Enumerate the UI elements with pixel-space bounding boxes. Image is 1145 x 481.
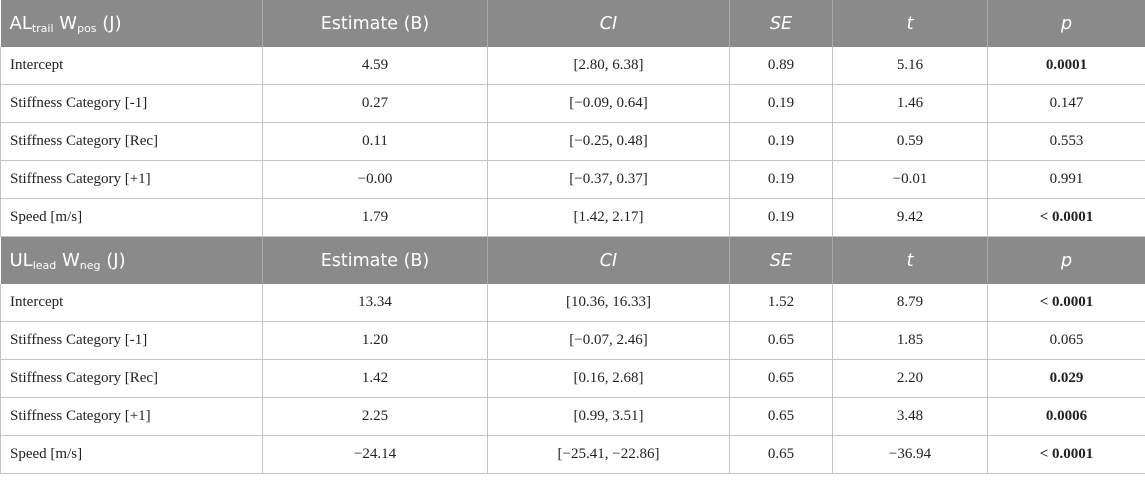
cell-se: 0.19 [729, 160, 833, 199]
row-label: Speed [m/s] [0, 198, 263, 237]
row-label: Stiffness Category [-1] [0, 84, 263, 123]
table-header-row: ULlead Wneg (J) Estimate (B) CI SE t p [0, 236, 1145, 284]
column-header-estimate: Estimate (B) [262, 236, 488, 284]
cell-t: −0.01 [832, 160, 988, 199]
cell-ci: [0.99, 3.51] [487, 397, 730, 436]
section-title-w: W [61, 250, 80, 271]
cell-t: 9.42 [832, 198, 988, 237]
cell-t: 3.48 [832, 397, 988, 436]
cell-t: −36.94 [832, 435, 988, 474]
cell-t: 1.85 [832, 321, 988, 360]
cell-ci: [10.36, 16.33] [487, 284, 730, 322]
cell-p: 0.553 [987, 122, 1145, 161]
cell-ci: [−0.07, 2.46] [487, 321, 730, 360]
cell-ci: [−0.09, 0.64] [487, 84, 730, 123]
cell-p: 0.147 [987, 84, 1145, 123]
cell-p: < 0.0001 [987, 284, 1145, 322]
table-row: Stiffness Category [-1] 0.27 [−0.09, 0.64]… [0, 84, 1145, 123]
row-label: Stiffness Category [+1] [0, 160, 263, 199]
row-label: Intercept [0, 284, 263, 322]
cell-se: 0.19 [729, 198, 833, 237]
cell-ci: [0.16, 2.68] [487, 359, 730, 398]
cell-ci: [2.80, 6.38] [487, 47, 730, 85]
row-label: Intercept [0, 47, 263, 85]
cell-p: 0.065 [987, 321, 1145, 360]
section-title-w-sub: pos [77, 22, 97, 35]
column-header-p: p [987, 236, 1145, 284]
cell-t: 1.46 [832, 84, 988, 123]
cell-se: 0.65 [729, 397, 833, 436]
row-label: Stiffness Category [-1] [0, 321, 263, 360]
cell-estimate: 1.20 [262, 321, 488, 360]
section-title-var-sub: trail [31, 22, 54, 35]
cell-t: 8.79 [832, 284, 988, 322]
cell-se: 0.19 [729, 84, 833, 123]
column-header-t: t [832, 0, 988, 47]
table-row: Stiffness Category [+1] 2.25 [0.99, 3.51] 0… [0, 397, 1145, 436]
cell-p: < 0.0001 [987, 435, 1145, 474]
cell-p: 0.029 [987, 359, 1145, 398]
table-row: Stiffness Category [-1] 1.20 [−0.07, 2.46]… [0, 321, 1145, 360]
column-header-p: p [987, 0, 1145, 47]
cell-p: < 0.0001 [987, 198, 1145, 237]
cell-t: 5.16 [832, 47, 988, 85]
cell-ci: [−0.25, 0.48] [487, 122, 730, 161]
cell-p: 0.991 [987, 160, 1145, 199]
row-label: Stiffness Category [Rec] [0, 122, 263, 161]
cell-estimate: 1.42 [262, 359, 488, 398]
cell-estimate: 2.25 [262, 397, 488, 436]
section-title-var: AL [9, 13, 32, 34]
cell-estimate: 1.79 [262, 198, 488, 237]
cell-se: 1.52 [729, 284, 833, 322]
cell-estimate: 4.59 [262, 47, 488, 85]
column-header-ci: CI [487, 0, 730, 47]
cell-estimate: −24.14 [262, 435, 488, 474]
cell-estimate: 13.34 [262, 284, 488, 322]
cell-se: 0.65 [729, 321, 833, 360]
cell-se: 0.19 [729, 122, 833, 161]
table-header-row: ALtrail Wpos (J) Estimate (B) CI SE t p [0, 0, 1145, 47]
cell-ci: [1.42, 2.17] [487, 198, 730, 237]
section-title-var-sub: lead [32, 259, 57, 272]
cell-ci: [−25.41, −22.86] [487, 435, 730, 474]
cell-estimate: −0.00 [262, 160, 488, 199]
column-header-estimate: Estimate (B) [262, 0, 488, 47]
column-header-ci: CI [487, 236, 730, 284]
cell-t: 0.59 [832, 122, 988, 161]
cell-t: 2.20 [832, 359, 988, 398]
table-row: Speed [m/s] −24.14 [−25.41, −22.86] 0.65 −36… [0, 435, 1145, 474]
table-row: Intercept 13.34 [10.36, 16.33] 1.52 8.79 < 0.… [0, 284, 1145, 322]
section-title: ALtrail Wpos (J) [0, 0, 263, 47]
table-row: Speed [m/s] 1.79 [1.42, 2.17] 0.19 9.42 < 0.0… [0, 198, 1145, 237]
section-title-w-sub: neg [79, 259, 101, 272]
row-label: Stiffness Category [+1] [0, 397, 263, 436]
row-label: Speed [m/s] [0, 435, 263, 474]
cell-estimate: 0.27 [262, 84, 488, 123]
cell-p: 0.0006 [987, 397, 1145, 436]
cell-estimate: 0.11 [262, 122, 488, 161]
column-header-t: t [832, 236, 988, 284]
table-row: Stiffness Category [Rec] 0.11 [−0.25, 0.48… [0, 122, 1145, 161]
section-title-w: W [59, 13, 78, 34]
section-title-unit: (J) [102, 13, 122, 34]
section-title-var: UL [9, 250, 33, 271]
table-row: Stiffness Category [+1] −0.00 [−0.37, 0.37… [0, 160, 1145, 199]
cell-se: 0.65 [729, 359, 833, 398]
cell-ci: [−0.37, 0.37] [487, 160, 730, 199]
section-title-unit: (J) [106, 250, 126, 271]
column-header-se: SE [729, 236, 833, 284]
table-row: Stiffness Category [Rec] 1.42 [0.16, 2.68]… [0, 359, 1145, 398]
column-header-se: SE [729, 0, 833, 47]
cell-se: 0.89 [729, 47, 833, 85]
section-title: ULlead Wneg (J) [0, 236, 263, 284]
row-label: Stiffness Category [Rec] [0, 359, 263, 398]
cell-se: 0.65 [729, 435, 833, 474]
table-row: Intercept 4.59 [2.80, 6.38] 0.89 5.16 0.0001 [0, 47, 1145, 85]
cell-p: 0.0001 [987, 47, 1145, 85]
